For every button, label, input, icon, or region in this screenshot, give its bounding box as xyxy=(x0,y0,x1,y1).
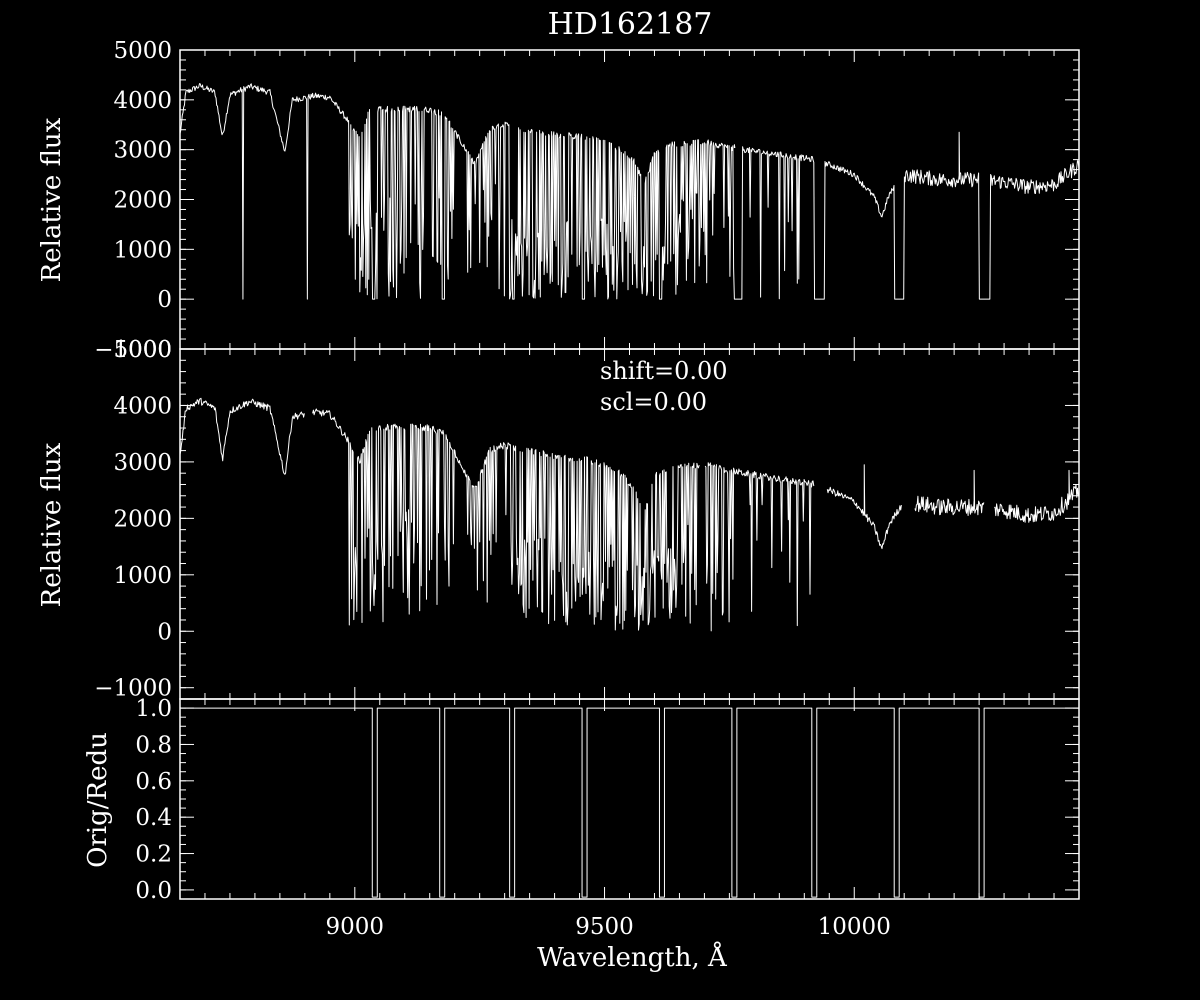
middle-panel: Relative flux shift=0.00 scl=0.00 −1000 0… xyxy=(37,337,1080,702)
y-tick-label: 0 xyxy=(157,287,172,313)
bottom-ylabel: Orig/Redu xyxy=(83,732,113,868)
y-tick-label: 2000 xyxy=(113,506,172,532)
x-tick-label: 9500 xyxy=(575,914,634,940)
y-tick-label: 0.2 xyxy=(135,842,172,868)
y-tick-label: 5000 xyxy=(113,337,172,363)
x-tick-label: 10000 xyxy=(818,914,891,940)
y-tick-label: 2000 xyxy=(113,188,172,214)
y-tick-label: 3000 xyxy=(113,138,172,164)
y-tick-label: 4000 xyxy=(113,393,172,419)
y-tick-label: 0.4 xyxy=(135,805,172,831)
x-tick-label: 9000 xyxy=(326,914,385,940)
y-tick-label: 5000 xyxy=(113,38,172,64)
spectrum-trace xyxy=(180,707,1079,898)
y-tick-label: 3000 xyxy=(113,450,172,476)
y-tick-label: 1000 xyxy=(113,237,172,263)
chart-title: HD162187 xyxy=(548,7,713,42)
y-tick-label: 0 xyxy=(157,619,172,645)
top-ylabel: Relative flux xyxy=(37,117,67,282)
y-tick-label: 0.0 xyxy=(135,878,172,904)
spectrum-trace xyxy=(179,397,1080,632)
y-tick-label: −1000 xyxy=(94,337,172,363)
y-tick-label: 1.0 xyxy=(135,696,172,722)
bottom-panel: Orig/Redu 0.0 0.2 0.4 0.6 0.8 1.0 9000 9500 1000… xyxy=(83,696,1080,940)
top-panel: Relative flux −1000 0 1000 2000 3000 4000 5000 xyxy=(37,38,1080,363)
y-tick-label: 4000 xyxy=(113,88,172,114)
scale-annotation: scl=0.00 xyxy=(600,388,707,416)
middle-ylabel: Relative flux xyxy=(37,442,67,607)
y-tick-label: 0.6 xyxy=(135,769,172,795)
spectrum-trace xyxy=(179,83,1080,300)
y-tick-label: 0.8 xyxy=(135,732,172,758)
y-tick-label: −1000 xyxy=(94,676,172,702)
y-tick-label: 1000 xyxy=(113,563,172,589)
shift-annotation: shift=0.00 xyxy=(600,357,728,385)
x-axis-label: Wavelength, Å xyxy=(537,941,728,973)
